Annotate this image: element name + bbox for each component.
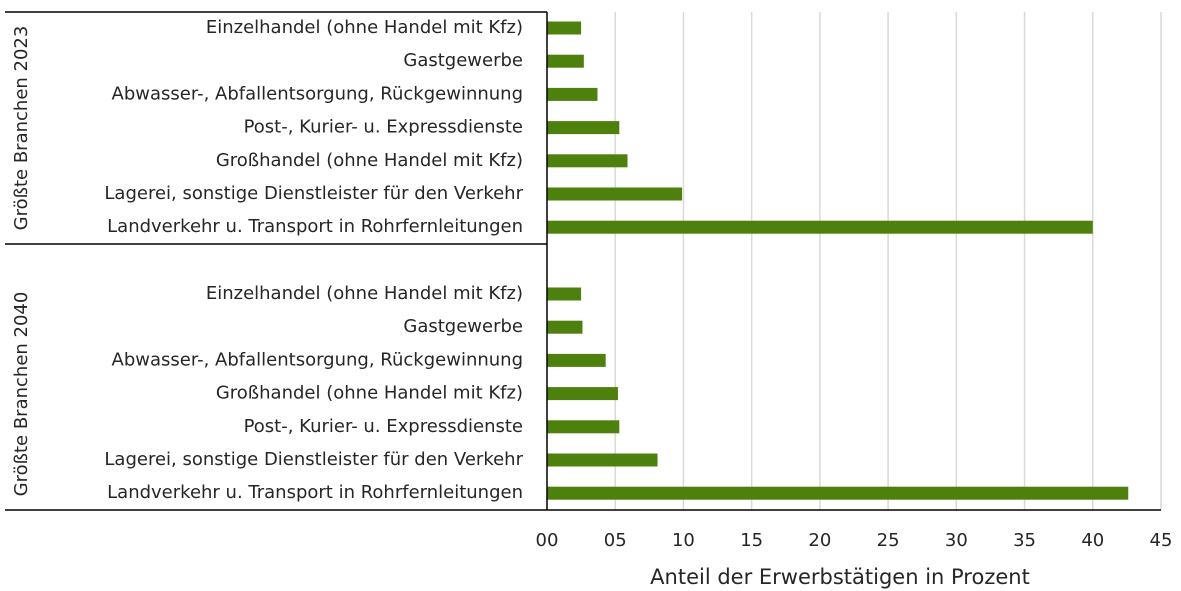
group-label: Größte Branchen 2040 xyxy=(11,292,32,497)
y-tick-label: Lagerei, sonstige Dienstleister für den … xyxy=(104,183,523,204)
x-tick-label: 40 xyxy=(1081,530,1104,551)
y-tick-label: Landverkehr u. Transport in Rohrfernleit… xyxy=(107,482,523,503)
y-tick-label: Gastgewerbe xyxy=(403,50,523,71)
x-tick-label: 35 xyxy=(1013,530,1036,551)
bar xyxy=(547,320,583,334)
y-tick-label: Landverkehr u. Transport in Rohrfernleit… xyxy=(107,216,523,237)
x-tick-label: 25 xyxy=(877,530,900,551)
y-tick-label: Einzelhandel (ohne Handel mit Kfz) xyxy=(206,283,523,304)
y-tick-label: Abwasser-, Abfallentsorgung, Rückgewinnu… xyxy=(112,349,523,370)
bar xyxy=(547,353,606,367)
bar xyxy=(547,21,582,35)
y-tick-label: Großhandel (ohne Handel mit Kfz) xyxy=(216,150,523,171)
x-tick-label: 00 xyxy=(536,530,559,551)
bar xyxy=(547,121,620,135)
x-axis-title: Anteil der Erwerbstätigen in Prozent xyxy=(650,565,1030,589)
bar xyxy=(547,453,658,467)
bar xyxy=(547,187,683,201)
bar xyxy=(547,154,628,168)
bar xyxy=(547,54,584,68)
y-tick-label: Einzelhandel (ohne Handel mit Kfz) xyxy=(206,17,523,38)
y-tick-label: Post-, Kurier- u. Expressdienste xyxy=(244,416,523,437)
bar xyxy=(547,287,582,301)
bar xyxy=(547,220,1093,234)
y-tick-label: Abwasser-, Abfallentsorgung, Rückgewinnu… xyxy=(112,83,523,104)
bar xyxy=(547,486,1129,500)
x-tick-label: 05 xyxy=(604,530,627,551)
bar xyxy=(547,420,620,434)
x-tick-label: 45 xyxy=(1150,530,1173,551)
x-tick-label: 10 xyxy=(672,530,695,551)
y-tick-label: Gastgewerbe xyxy=(403,316,523,337)
group-label: Größte Branchen 2023 xyxy=(11,26,32,231)
x-tick-label: 30 xyxy=(945,530,968,551)
x-tick-label: 20 xyxy=(808,530,831,551)
y-tick-label: Post-, Kurier- u. Expressdienste xyxy=(244,117,523,138)
bar xyxy=(547,387,618,401)
y-tick-label: Lagerei, sonstige Dienstleister für den … xyxy=(104,449,523,470)
y-tick-label: Großhandel (ohne Handel mit Kfz) xyxy=(216,383,523,404)
x-tick-label: 15 xyxy=(740,530,763,551)
bar xyxy=(547,87,598,101)
